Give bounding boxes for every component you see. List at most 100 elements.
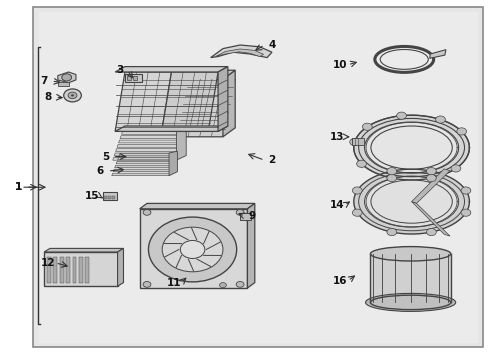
Polygon shape (44, 248, 123, 252)
Polygon shape (247, 203, 255, 288)
Circle shape (352, 187, 362, 194)
Polygon shape (114, 153, 179, 156)
Polygon shape (123, 127, 188, 130)
Circle shape (71, 94, 74, 96)
Text: 10: 10 (333, 60, 348, 70)
Circle shape (352, 209, 362, 216)
Circle shape (220, 283, 226, 288)
Polygon shape (112, 173, 170, 176)
Bar (140, 209, 247, 288)
Circle shape (162, 227, 223, 272)
Polygon shape (140, 203, 255, 209)
Text: 3: 3 (117, 65, 123, 75)
Circle shape (426, 175, 436, 182)
Polygon shape (117, 144, 182, 147)
Bar (44, 252, 118, 286)
Circle shape (236, 210, 244, 215)
Text: 8: 8 (45, 92, 51, 102)
Ellipse shape (366, 293, 456, 311)
Circle shape (148, 217, 237, 282)
Circle shape (143, 210, 151, 215)
Polygon shape (118, 248, 123, 286)
Text: 1: 1 (15, 182, 22, 192)
Circle shape (180, 240, 205, 258)
Circle shape (387, 167, 397, 175)
Text: 2: 2 (269, 155, 275, 165)
Polygon shape (176, 79, 235, 137)
Polygon shape (122, 131, 186, 134)
Polygon shape (366, 122, 457, 173)
Polygon shape (430, 50, 446, 58)
Bar (125, 74, 142, 82)
Bar (103, 192, 117, 200)
Circle shape (387, 175, 397, 182)
Polygon shape (120, 136, 185, 139)
Text: 1: 1 (15, 182, 22, 192)
Bar (108, 196, 111, 199)
Polygon shape (216, 49, 264, 57)
Circle shape (436, 116, 445, 123)
Circle shape (457, 128, 466, 135)
Polygon shape (113, 169, 172, 172)
Polygon shape (223, 70, 235, 137)
Polygon shape (58, 72, 76, 83)
Bar (240, 213, 251, 220)
Polygon shape (412, 202, 450, 236)
Circle shape (397, 112, 407, 119)
Polygon shape (119, 153, 177, 156)
Bar (104, 196, 107, 199)
Circle shape (451, 165, 461, 172)
Text: 12: 12 (41, 258, 55, 268)
Circle shape (461, 209, 471, 216)
Circle shape (363, 123, 372, 130)
Circle shape (143, 282, 151, 287)
Text: 7: 7 (40, 76, 48, 86)
Text: 15: 15 (85, 191, 99, 201)
Circle shape (426, 167, 436, 175)
Circle shape (236, 282, 244, 287)
Bar (60, 257, 64, 283)
Polygon shape (412, 169, 450, 203)
Polygon shape (354, 115, 469, 180)
Polygon shape (366, 176, 457, 227)
Text: 9: 9 (249, 211, 256, 221)
Circle shape (64, 89, 81, 102)
Bar (133, 76, 137, 80)
Polygon shape (176, 70, 235, 79)
Bar (66, 257, 70, 283)
Polygon shape (116, 149, 180, 152)
Polygon shape (113, 157, 177, 160)
Polygon shape (115, 165, 173, 168)
Bar (47, 257, 51, 283)
Bar (53, 257, 57, 283)
Polygon shape (118, 157, 176, 160)
Circle shape (62, 74, 72, 81)
Bar (127, 76, 131, 80)
Text: 13: 13 (330, 132, 344, 142)
Polygon shape (176, 124, 186, 160)
Circle shape (68, 92, 77, 99)
Text: 11: 11 (167, 278, 181, 288)
Polygon shape (116, 161, 174, 164)
Bar (112, 196, 115, 199)
Text: 16: 16 (333, 276, 348, 286)
Bar (58, 82, 69, 86)
Polygon shape (119, 140, 183, 143)
Ellipse shape (370, 247, 451, 261)
Circle shape (461, 187, 471, 194)
Bar (352, 138, 364, 145)
Text: 5: 5 (102, 152, 109, 162)
Circle shape (426, 229, 436, 236)
Bar (73, 257, 76, 283)
Polygon shape (162, 72, 218, 131)
Polygon shape (115, 126, 228, 131)
Text: 14: 14 (330, 200, 344, 210)
Polygon shape (211, 45, 272, 58)
Circle shape (350, 138, 360, 145)
Text: 4: 4 (268, 40, 276, 50)
Circle shape (357, 160, 367, 167)
Polygon shape (169, 151, 177, 176)
Bar (85, 257, 89, 283)
Polygon shape (115, 67, 228, 72)
Polygon shape (218, 67, 228, 131)
